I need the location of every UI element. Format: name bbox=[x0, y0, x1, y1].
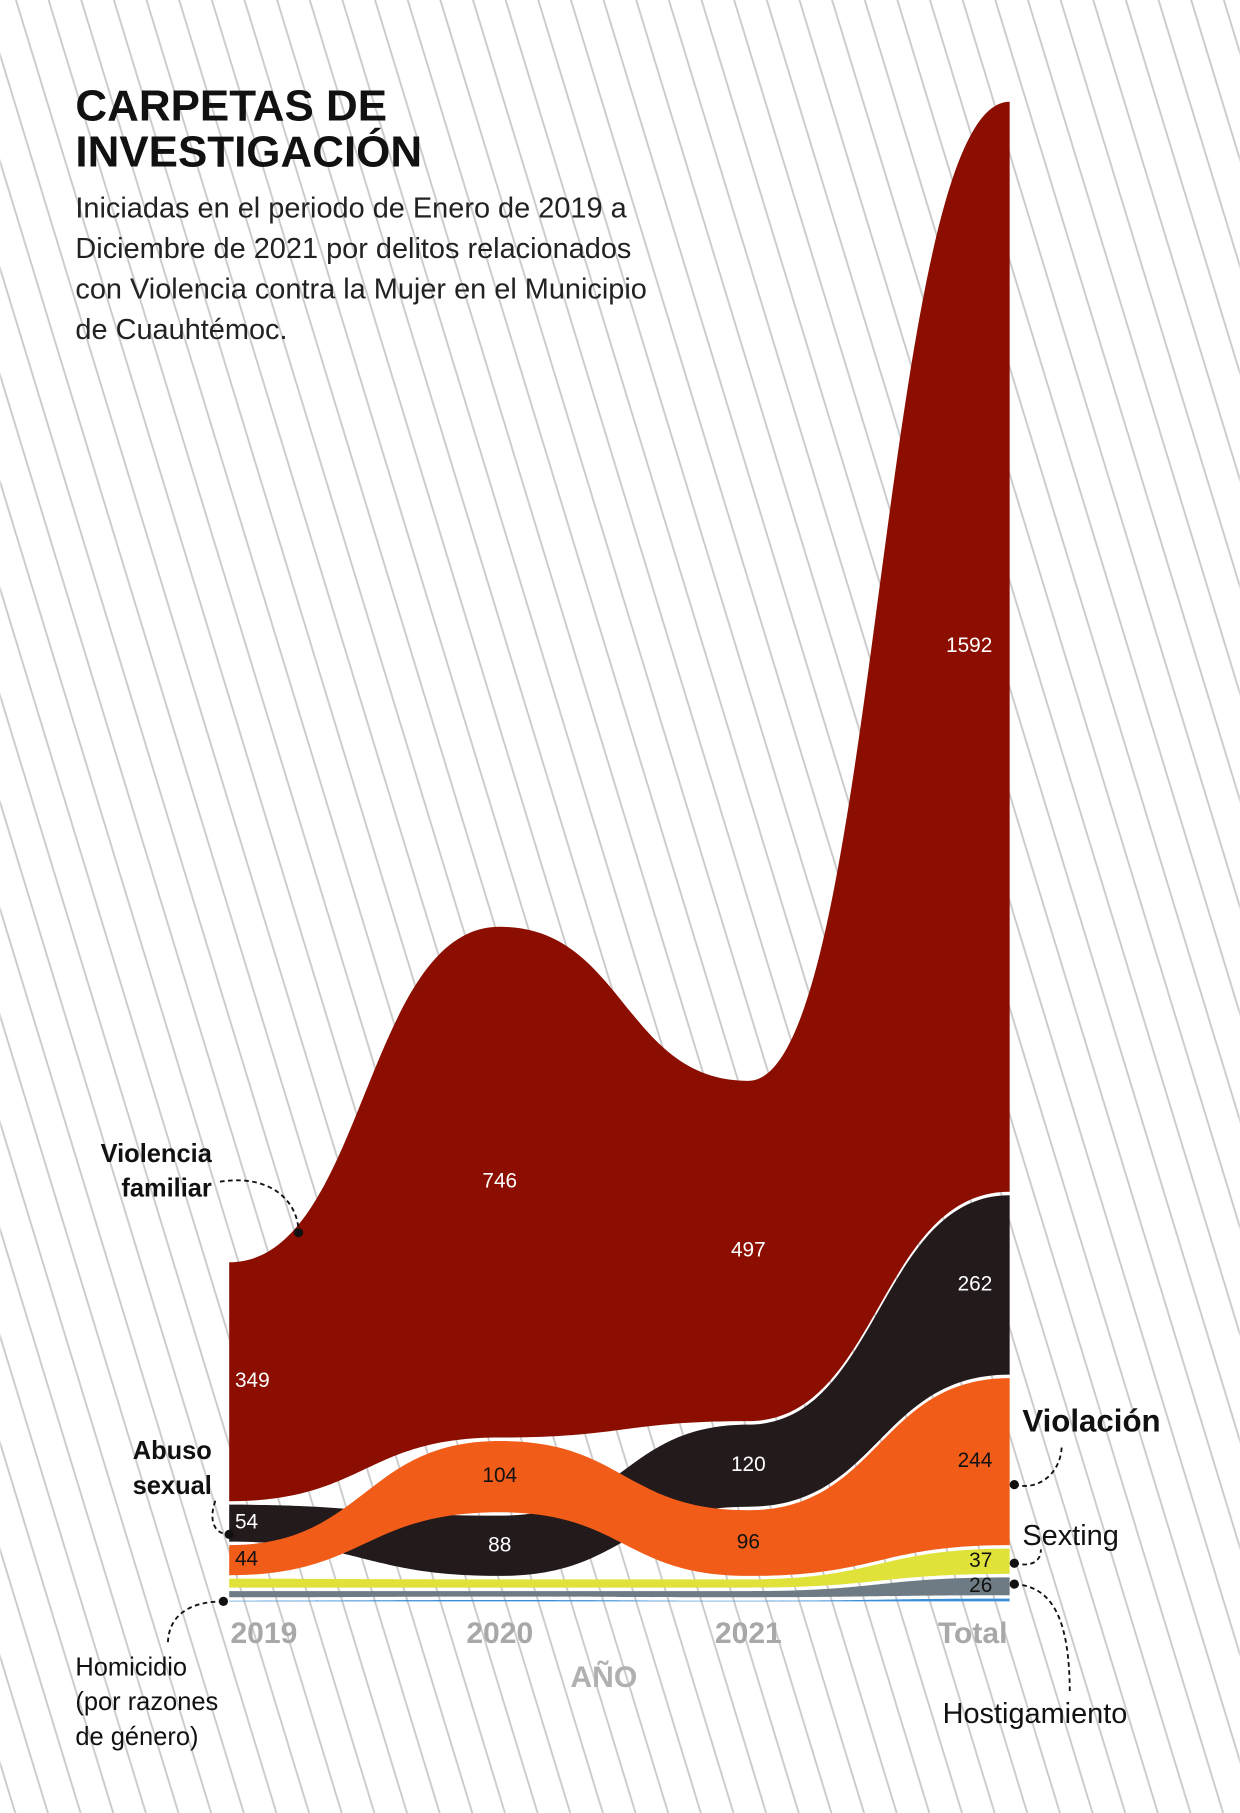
stream-area bbox=[229, 1378, 1010, 1576]
value-label: 497 bbox=[731, 1238, 766, 1261]
leader bbox=[219, 1179, 300, 1233]
value-label: 26 bbox=[969, 1574, 992, 1597]
leader-dots bbox=[218, 1227, 1019, 1607]
streams bbox=[229, 101, 1010, 1602]
value-label: 746 bbox=[482, 1170, 517, 1193]
leader-dot bbox=[218, 1596, 229, 1607]
legend-box: Violación bbox=[1022, 1403, 1161, 1439]
stream-area bbox=[229, 1548, 1010, 1588]
value-label: 104 bbox=[482, 1464, 517, 1487]
x-tick-label: 2019 bbox=[230, 1617, 297, 1650]
series-name: Hostigamiento bbox=[942, 1697, 1128, 1730]
subtitle-box: Iniciadas en el periodo de Enero de 2019… bbox=[75, 191, 647, 346]
x-axis-label: AÑO bbox=[570, 1660, 637, 1694]
x-tick-label: 2020 bbox=[466, 1617, 533, 1650]
series-name: Abuso sexual bbox=[132, 1436, 212, 1500]
series-name: Sexting bbox=[1022, 1519, 1119, 1552]
value-label: 120 bbox=[731, 1453, 766, 1476]
series-name: Violación bbox=[1022, 1403, 1161, 1439]
value-label: 1592 bbox=[946, 634, 992, 657]
value-label: 349 bbox=[235, 1369, 270, 1392]
value-label: 262 bbox=[958, 1272, 993, 1295]
leader-dot bbox=[293, 1227, 304, 1238]
stream-area bbox=[229, 1598, 1010, 1602]
value-label: 54 bbox=[235, 1511, 258, 1534]
legend-box: Sexting bbox=[1022, 1519, 1119, 1552]
value-label: 96 bbox=[737, 1531, 760, 1554]
value-label: 244 bbox=[958, 1449, 993, 1472]
legend-box: Hostigamiento bbox=[942, 1697, 1128, 1730]
legend-box: Homicidio (por razones de género) bbox=[75, 1652, 219, 1751]
leader-dot bbox=[1009, 1480, 1019, 1490]
series-name: Homicidio (por razones de género) bbox=[75, 1652, 219, 1751]
chart-subtitle: Iniciadas en el periodo de Enero de 2019… bbox=[75, 191, 647, 346]
leader-dot bbox=[1009, 1579, 1019, 1589]
leader-dot bbox=[224, 1529, 234, 1539]
leader bbox=[1014, 1583, 1071, 1694]
series-name: Violencia familiar bbox=[100, 1138, 212, 1203]
leader bbox=[211, 1500, 230, 1536]
x-tick-label: Total bbox=[938, 1617, 1008, 1650]
legend-box: Violencia familiar bbox=[100, 1138, 212, 1203]
leader-dot bbox=[1009, 1558, 1019, 1568]
leader bbox=[1014, 1445, 1063, 1487]
value-label: 37 bbox=[969, 1549, 992, 1572]
stream-area bbox=[229, 1577, 1010, 1598]
title-box: CARPETAS DE INVESTIGACIÓN bbox=[75, 83, 423, 177]
legend-box: Abuso sexual bbox=[132, 1436, 212, 1500]
leader bbox=[166, 1600, 224, 1645]
stream-area bbox=[229, 1195, 1010, 1576]
chart-title: CARPETAS DE INVESTIGACIÓN bbox=[75, 83, 423, 177]
value-label: 44 bbox=[235, 1548, 258, 1571]
stream-area bbox=[229, 101, 1010, 1502]
x-tick-label: 2021 bbox=[715, 1617, 782, 1650]
value-label: 88 bbox=[488, 1533, 511, 1556]
